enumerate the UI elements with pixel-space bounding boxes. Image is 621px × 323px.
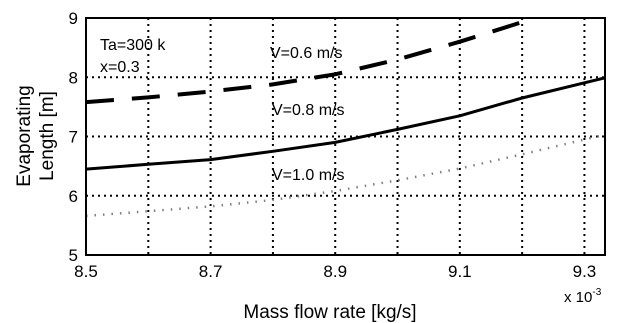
condition-ta: Ta=300 k: [100, 37, 166, 54]
series-group: [85, 20, 606, 218]
series-label-v06: V=0.6 m/s: [270, 45, 342, 62]
series-line-1: [85, 20, 523, 105]
series-label-v10: V=1.0 m/s: [272, 167, 344, 184]
y-tick-label: 7: [69, 128, 78, 147]
y-axis-label-line1: Evaporating: [14, 85, 35, 186]
tick-labels: 8.5 8.7 8.9 9.1 9.3 5 6 7 8 9: [69, 9, 597, 281]
x-tick-label: 9.3: [573, 262, 597, 281]
x-tick-label: 8.7: [199, 262, 223, 281]
y-tick-label: 6: [69, 187, 78, 206]
series-line-3: [85, 133, 606, 218]
y-tick-label: 9: [69, 9, 78, 28]
x-axis-scale-exponent: -3: [592, 287, 601, 298]
x-axis-scale-label: x 10-3: [564, 287, 602, 306]
series-label-v08: V=0.8 m/s: [272, 102, 344, 119]
y-tick-label: 5: [69, 246, 78, 265]
y-axis-label-line2: Length [m]: [37, 91, 58, 181]
series-line-2: [85, 76, 606, 171]
x-axis-label: Mass flow rate [kg/s]: [243, 302, 416, 323]
grid: [86, 18, 605, 255]
y-tick-label: 8: [69, 68, 78, 87]
x-tick-label: 8.5: [74, 262, 98, 281]
condition-x: x=0.3: [100, 59, 140, 76]
plot-frame: [85, 17, 606, 256]
x-tick-label: 9.1: [448, 262, 472, 281]
x-tick-label: 8.9: [323, 262, 347, 281]
x-axis-scale-base: x 10: [564, 289, 592, 306]
